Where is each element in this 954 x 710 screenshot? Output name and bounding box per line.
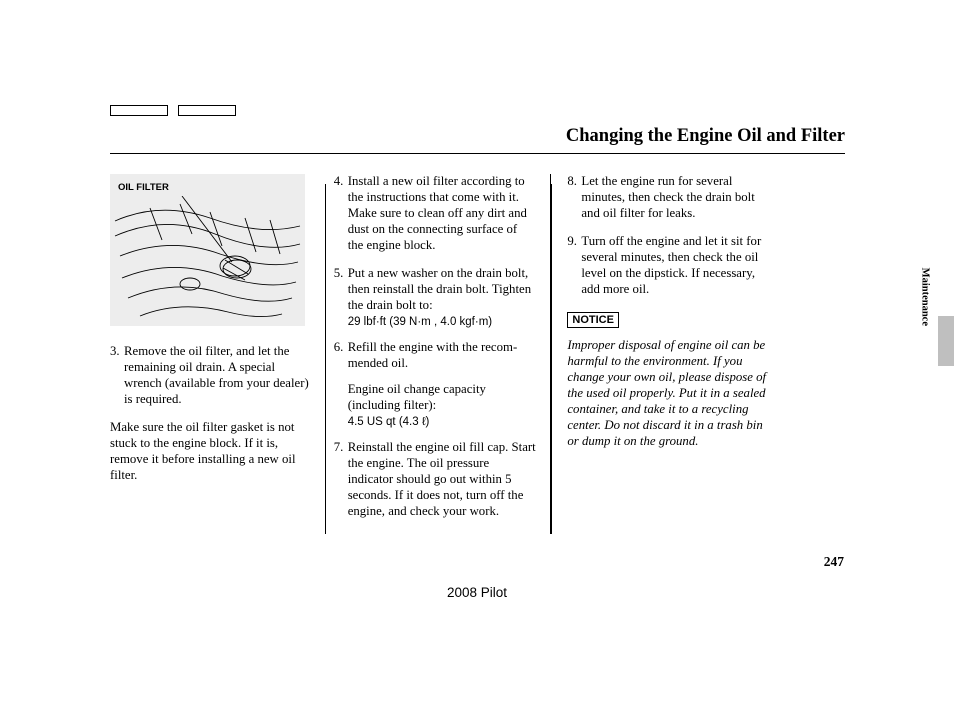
step-9: 9. Turn off the engine and let it sit fo…	[567, 234, 766, 298]
step-4-num: 4.	[334, 174, 348, 254]
step-3: 3. Remove the oil filter, and let the re…	[110, 344, 309, 408]
top-nav-boxes	[110, 105, 845, 116]
step-7-num: 7.	[334, 440, 348, 520]
step-9-num: 9.	[567, 234, 581, 298]
step-8-text: Let the engine run for several minutes, …	[581, 174, 766, 222]
step-7: 7. Reinstall the engine oil fill cap. St…	[334, 440, 536, 520]
step-4-text: Install a new oil filter according to th…	[348, 174, 536, 254]
notice-text: Improper disposal of engine oil can be h…	[567, 338, 766, 450]
nav-box-2	[178, 105, 236, 116]
step-3-text: Remove the oil filter, and let the remai…	[124, 344, 309, 408]
step-6-text: Refill the engine with the recom­mended …	[348, 340, 536, 372]
page-number: 247	[824, 554, 844, 570]
step-4: 4. Install a new oil filter according to…	[334, 174, 536, 254]
illustration-label: OIL FILTER	[118, 182, 169, 193]
step-9-text: Turn off the engine and let it sit for s…	[581, 234, 766, 298]
step-5-num: 5.	[334, 266, 348, 314]
column-1: OIL FILTER	[110, 174, 325, 534]
notice-label: NOTICE	[567, 312, 619, 328]
step-6-capacity-value: 4.5 US qt (4.3 ℓ)	[348, 416, 536, 428]
column-3: 8. Let the engine run for several minute…	[551, 174, 766, 534]
step-6-capacity-label: Engine oil change capacity (including fi…	[348, 382, 536, 414]
columns: OIL FILTER	[110, 174, 845, 534]
section-tab	[938, 316, 954, 366]
step-8: 8. Let the engine run for several minute…	[567, 174, 766, 222]
page-content: Changing the Engine Oil and Filter OIL F…	[110, 105, 845, 534]
step-5: 5. Put a new washer on the drain bolt, t…	[334, 266, 536, 314]
step-6-num: 6.	[334, 340, 348, 372]
step-6: 6. Refill the engine with the recom­mend…	[334, 340, 536, 372]
step-5-spec: 29 lbf·ft (39 N·m , 4.0 kgf·m)	[348, 316, 536, 328]
oil-filter-illustration: OIL FILTER	[110, 174, 305, 326]
column-2: 4. Install a new oil filter according to…	[326, 174, 551, 534]
step-3-num: 3.	[110, 344, 124, 408]
page-title: Changing the Engine Oil and Filter	[110, 126, 845, 153]
col1-gasket-note: Make sure the oil filter gasket is not s…	[110, 420, 309, 484]
step-8-num: 8.	[567, 174, 581, 222]
title-rule	[110, 153, 845, 154]
footer-model: 2008 Pilot	[0, 585, 954, 600]
step-5-text: Put a new washer on the drain bolt, then…	[348, 266, 536, 314]
section-label: Maintenance	[919, 268, 930, 326]
step-7-text: Reinstall the engine oil fill cap. Start…	[348, 440, 536, 520]
oil-filter-lineart	[110, 196, 305, 326]
nav-box-1	[110, 105, 168, 116]
